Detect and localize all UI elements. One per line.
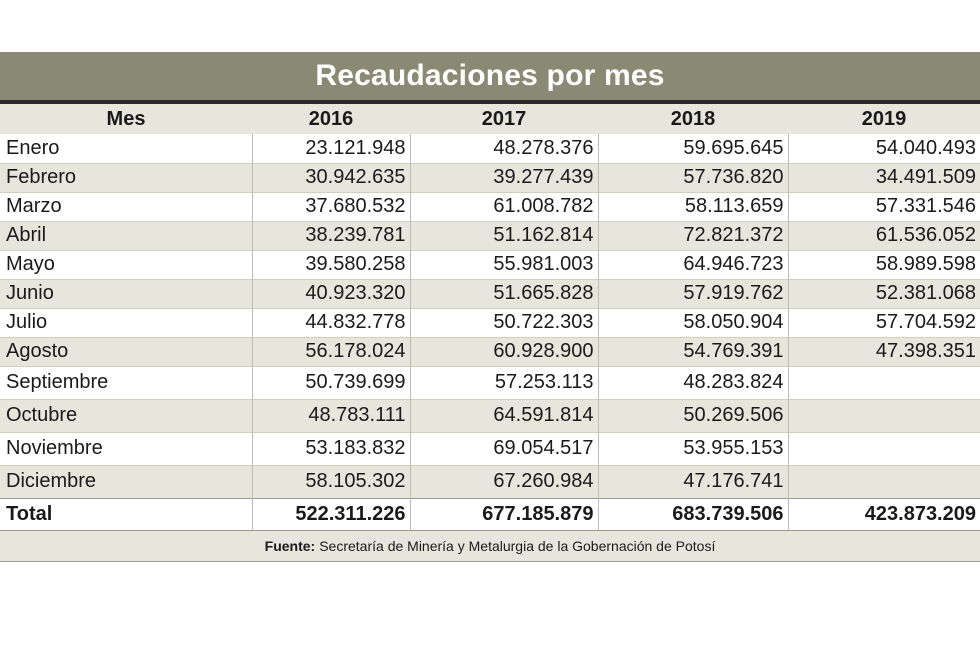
cell-value-2018: 53.955.153 [597, 432, 788, 465]
cell-value-2017: 48.278.376 [409, 134, 598, 163]
total-2016: 522.311.226 [251, 497, 410, 530]
cell-value-2016: 53.183.832 [251, 432, 410, 465]
cell-value-2017: 39.277.439 [409, 163, 598, 192]
cell-value-2018: 54.769.391 [597, 337, 788, 366]
total-row: Total 522.311.226 677.185.879 683.739.50… [0, 497, 980, 530]
cell-value-2017: 67.260.984 [409, 465, 598, 498]
table-row: Diciembre 58.105.302 67.260.984 47.176.741 [0, 465, 980, 498]
cell-month: Diciembre [0, 465, 252, 498]
column-header-2016: 2016 [252, 104, 410, 134]
cell-value-2019 [787, 465, 980, 498]
table-row: Octubre 48.783.111 64.591.814 50.269.506 [0, 399, 980, 432]
cell-value-2018: 59.695.645 [597, 134, 788, 163]
cell-month: Septiembre [6, 371, 109, 393]
table-body: Enero 23.121.948 48.278.376 59.695.645 54.04… [0, 134, 980, 498]
cell-value-2018: 57.919.762 [597, 279, 788, 308]
table-row: Junio 40.923.320 51.665.828 57.919.762 52.38… [0, 279, 980, 308]
cell-value-2016: 48.783.111 [251, 399, 410, 432]
total-2018: 683.739.506 [597, 497, 788, 530]
cell-value-2018: 58.113.659 [597, 192, 788, 221]
table-row: Noviembre 53.183.832 69.054.517 53.955.153 [0, 432, 980, 465]
cell-month: Noviembre [6, 437, 103, 459]
revenue-table: Mes 2016 2017 2018 2019 Enero 23.121.948 4… [0, 104, 980, 530]
cell-value-2019: 54.040.493 [787, 134, 980, 163]
cell-value-2019 [787, 399, 980, 432]
cell-value-2018: 50.269.506 [597, 399, 788, 432]
cell-value-2016: 37.680.532 [251, 192, 410, 221]
cell-value-2019: 34.491.509 [787, 163, 980, 192]
total-2017: 677.185.879 [409, 497, 598, 530]
cell-value-2016: 38.239.781 [251, 221, 410, 250]
revenue-table-figure: Recaudaciones por mes Mes 2016 2017 2018… [0, 52, 980, 562]
cell-value-2019: 61.536.052 [787, 221, 980, 250]
column-header-2018: 2018 [598, 104, 788, 134]
source-note: Fuente: Secretaría de Minería y Metalurg… [0, 529, 980, 562]
cell-value-2017: 55.981.003 [409, 250, 598, 279]
table-row: Marzo 37.680.532 61.008.782 58.113.659 57.33… [0, 192, 980, 221]
table-title: Recaudaciones por mes [0, 52, 980, 100]
table-row: Abril 38.239.781 51.162.814 72.821.372 61.53… [0, 221, 980, 250]
cell-value-2016: 44.832.778 [251, 308, 410, 337]
cell-value-2016: 39.580.258 [251, 250, 410, 279]
cell-value-2016: 58.105.302 [251, 465, 410, 498]
cell-value-2016: 30.942.635 [251, 163, 410, 192]
cell-value-2019: 58.989.598 [787, 250, 980, 279]
column-header-2019: 2019 [788, 104, 980, 134]
cell-month: Junio [0, 279, 252, 308]
cell-value-2016: 23.121.948 [251, 134, 410, 163]
cell-value-2018: 57.736.820 [597, 163, 788, 192]
cell-value-2019 [787, 366, 980, 399]
cell-value-2017: 50.722.303 [409, 308, 598, 337]
column-header-2017: 2017 [410, 104, 598, 134]
source-label: Fuente: [264, 537, 316, 554]
cell-value-2018: 47.176.741 [597, 465, 788, 498]
cell-value-2018: 48.283.824 [597, 366, 788, 399]
source-text: Secretaría de Minería y Metalurgia de la… [319, 537, 716, 554]
cell-value-2017: 60.928.900 [409, 337, 598, 366]
cell-value-2019: 57.704.592 [787, 308, 980, 337]
cell-value-2017: 61.008.782 [409, 192, 598, 221]
cell-value-2016: 40.923.320 [251, 279, 410, 308]
cell-month: Enero [6, 136, 60, 159]
cell-month: Marzo [6, 195, 62, 217]
cell-month: Mayo [6, 253, 55, 275]
cell-value-2017: 69.054.517 [409, 432, 598, 465]
table-row: Agosto 56.178.024 60.928.900 54.769.391 47.3… [0, 337, 980, 366]
cell-value-2016: 50.739.699 [251, 366, 410, 399]
cell-value-2018: 58.050.904 [597, 308, 788, 337]
cell-month: Agosto [0, 337, 252, 366]
header-row: Mes 2016 2017 2018 2019 [0, 104, 980, 134]
table-row: Mayo 39.580.258 55.981.003 64.946.723 58.989… [0, 250, 980, 279]
table-row: Julio 44.832.778 50.722.303 58.050.904 57.70… [0, 308, 980, 337]
cell-month: Julio [6, 311, 48, 333]
title-underline [0, 100, 980, 104]
cell-value-2017: 51.665.828 [409, 279, 598, 308]
cell-value-2019: 47.398.351 [787, 337, 980, 366]
total-2019: 423.873.209 [787, 497, 980, 530]
total-label: Total [0, 497, 252, 530]
cell-value-2019: 57.331.546 [787, 192, 980, 221]
cell-value-2017: 57.253.113 [409, 366, 598, 399]
cell-value-2017: 64.591.814 [409, 399, 598, 432]
table-row: Enero 23.121.948 48.278.376 59.695.645 54.04… [0, 134, 980, 163]
column-header-mes: Mes [0, 104, 252, 134]
cell-month: Octubre [0, 399, 252, 432]
table-row: Septiembre 50.739.699 57.253.113 48.283.824 [0, 366, 980, 399]
cell-value-2019 [787, 432, 980, 465]
cell-value-2019: 52.381.068 [787, 279, 980, 308]
cell-value-2018: 72.821.372 [597, 221, 788, 250]
cell-value-2018: 64.946.723 [597, 250, 788, 279]
cell-month: Abril [0, 221, 252, 250]
cell-value-2017: 51.162.814 [409, 221, 598, 250]
table-row: Febrero 30.942.635 39.277.439 57.736.820 34.… [0, 163, 980, 192]
cell-value-2016: 56.178.024 [251, 337, 410, 366]
cell-month: Febrero [0, 163, 252, 192]
